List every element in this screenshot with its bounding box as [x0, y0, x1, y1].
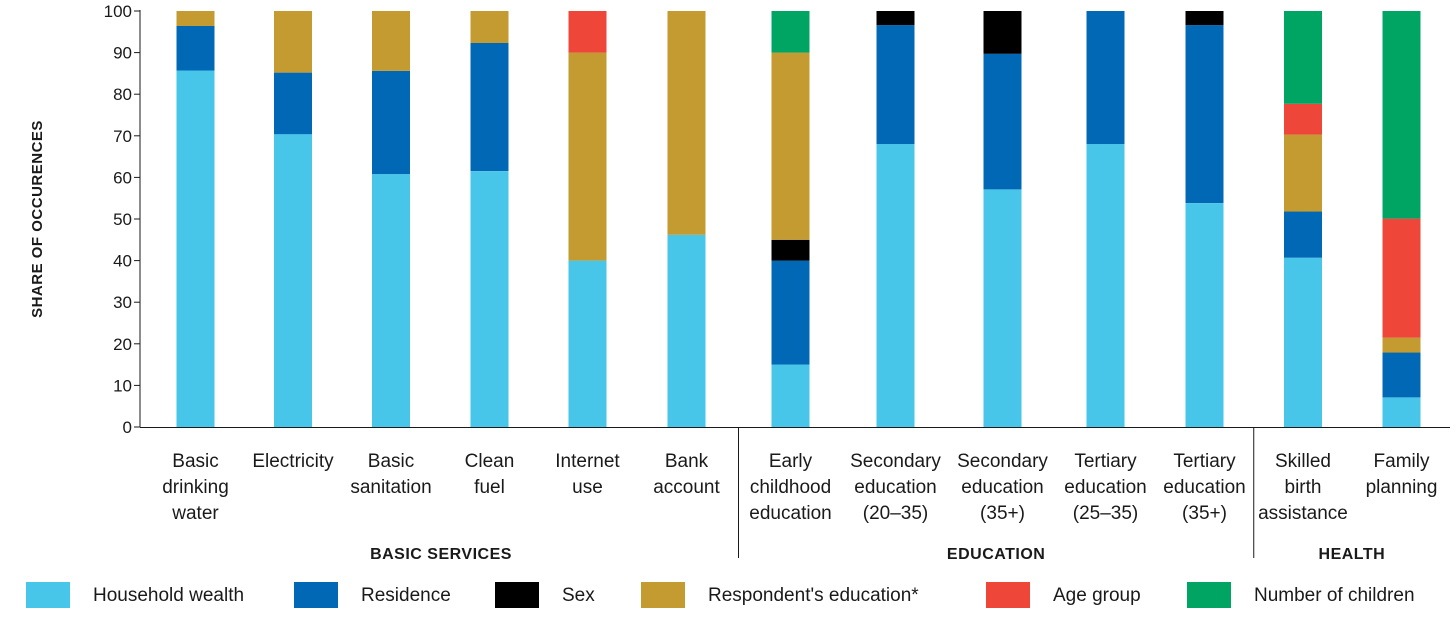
category-label: Early childhood education: [749, 451, 831, 524]
y-tick-label: 90: [113, 44, 132, 63]
y-tick-label: 50: [113, 210, 132, 229]
y-tick-label: 0: [123, 418, 132, 437]
legend-swatch: [495, 582, 539, 608]
bar-segment-10-1: [1185, 25, 1224, 204]
legend-label: Household wealth: [93, 585, 244, 606]
bars-layer: [176, 11, 1421, 427]
y-tick-label: 10: [113, 376, 132, 395]
legend-swatch: [26, 582, 70, 608]
bar-segment-0-0: [176, 70, 215, 427]
bar-segment-0-3: [176, 11, 215, 26]
y-tick-label: 70: [113, 127, 132, 146]
bar-segment-1-1: [274, 72, 312, 135]
y-tick-label: 100: [104, 2, 132, 21]
legend-label: Age group: [1053, 585, 1141, 606]
bar-segment-3-3: [470, 11, 509, 43]
bar-segment-6-5: [771, 11, 810, 53]
bar-segment-10-2: [1185, 11, 1224, 26]
category-label: Tertiary education (35+): [1163, 451, 1245, 524]
bar-segment-9-1: [1086, 11, 1125, 145]
bar-segment-0-1: [176, 26, 215, 71]
bar-segment-11-0: [1284, 257, 1322, 427]
y-tick-label: 30: [113, 293, 132, 312]
bar-segment-2-3: [372, 11, 410, 71]
category-labels-layer: Basic drinking water Electricity Basic sanita…: [162, 427, 1437, 563]
bar-segment-3-0: [470, 171, 509, 427]
bar-segment-5-0: [667, 234, 706, 427]
bar-segment-9-0: [1086, 144, 1125, 427]
legend-label: Residence: [361, 585, 451, 606]
legend-swatch: [294, 582, 338, 608]
bar-segment-5-3: [667, 11, 706, 235]
bar-segment-8-0: [983, 189, 1022, 427]
bar-segment-12-4: [1382, 218, 1421, 338]
bar-segment-1-3: [274, 11, 312, 73]
group-label: HEALTH: [1319, 546, 1386, 563]
bar-segment-7-1: [876, 25, 915, 145]
legend-label: Respondent's education*: [708, 585, 919, 606]
category-label: Tertiary education (25–35): [1064, 451, 1146, 524]
axes-layer: 0 10 20 30 40 50 60 70 80 90 100 SHARE OF OCCURENCE…: [29, 2, 1450, 437]
bar-segment-10-0: [1185, 203, 1224, 427]
bar-segment-11-5: [1284, 11, 1322, 104]
group-label: EDUCATION: [947, 546, 1045, 563]
bar-segment-11-4: [1284, 103, 1322, 135]
bar-segment-12-1: [1382, 352, 1421, 398]
bar-segment-12-3: [1382, 337, 1421, 353]
bar-segment-11-3: [1284, 134, 1322, 212]
category-label: Basic sanitation: [350, 451, 431, 498]
y-tick-label: 20: [113, 335, 132, 354]
bar-segment-2-0: [372, 174, 410, 427]
bar-segment-6-3: [771, 52, 810, 240]
group-label: BASIC SERVICES: [370, 546, 512, 563]
legend: Household wealth Residence Sex Respondent's…: [26, 582, 1415, 608]
category-label: Skilled birth assistance: [1258, 451, 1348, 524]
bar-segment-12-0: [1382, 397, 1421, 427]
y-tick-label: 40: [113, 252, 132, 271]
category-label: Basic drinking water: [162, 451, 229, 524]
legend-label: Sex: [562, 585, 595, 606]
category-label: Secondary education (35+): [957, 451, 1048, 524]
bar-segment-4-3: [568, 52, 607, 261]
bar-segment-8-2: [983, 11, 1022, 54]
bar-segment-1-0: [274, 134, 312, 427]
bar-segment-6-2: [771, 239, 810, 261]
legend-swatch: [986, 582, 1030, 608]
y-axis-label: SHARE OF OCCURENCES: [29, 120, 46, 318]
bar-segment-6-1: [771, 260, 810, 365]
bar-segment-2-1: [372, 70, 410, 175]
category-label: Secondary education (20–35): [850, 451, 941, 524]
category-label: Clean fuel: [465, 451, 515, 498]
bar-segment-4-4: [568, 11, 607, 53]
y-tick-label: 80: [113, 85, 132, 104]
bar-segment-12-5: [1382, 11, 1421, 219]
category-label: Family planning: [1366, 451, 1438, 498]
bar-segment-7-2: [876, 11, 915, 26]
category-label: Electricity: [252, 451, 334, 472]
bar-segment-8-1: [983, 53, 1022, 190]
bar-segment-3-1: [470, 43, 509, 172]
bar-segment-6-0: [771, 364, 810, 427]
category-label: Internet use: [555, 451, 620, 498]
legend-swatch: [1187, 582, 1231, 608]
bar-segment-11-1: [1284, 211, 1322, 258]
legend-label: Number of children: [1254, 585, 1415, 606]
y-tick-label: 60: [113, 168, 132, 187]
bar-segment-4-0: [568, 260, 607, 427]
category-label: Bank account: [653, 451, 720, 498]
bar-segment-7-0: [876, 144, 915, 427]
legend-swatch: [641, 582, 685, 608]
